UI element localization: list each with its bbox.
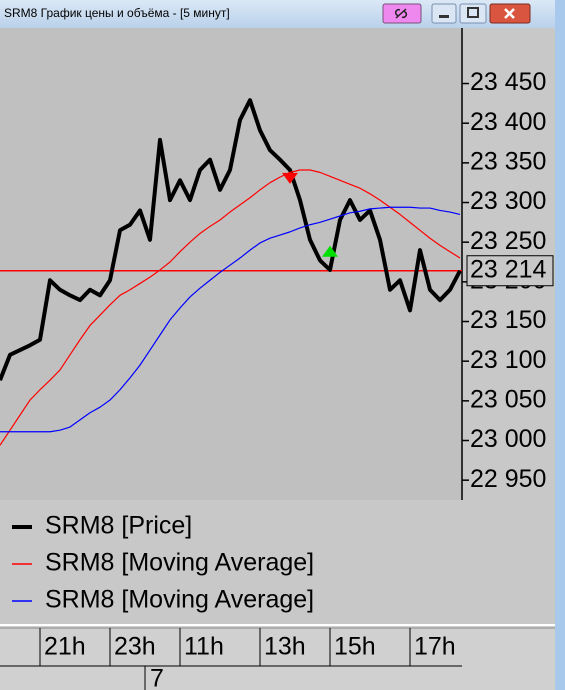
price-line — [0, 98, 462, 381]
minimize-icon — [439, 15, 449, 18]
y-tick-label: 23 400 — [470, 108, 546, 136]
link-icon — [394, 8, 408, 19]
close-icon — [504, 8, 515, 19]
current-value-box — [466, 255, 554, 287]
time-axis-panel — [0, 625, 555, 690]
x-tick-label: 23h — [114, 633, 156, 661]
moving-average-line — [0, 206, 461, 433]
legend-label: SRM8 [Moving Average] — [45, 586, 314, 614]
signal-marker — [282, 172, 298, 184]
maximize-icon — [467, 7, 479, 18]
y-tick-label: 23 000 — [470, 425, 546, 453]
y-tick-label: 23 050 — [470, 385, 546, 413]
date-label: 7 — [150, 665, 164, 690]
y-tick-label: 23 450 — [470, 68, 546, 96]
window-title: SRM8 График цены и объёма - [5 минут] — [4, 6, 230, 20]
minimize-button[interactable] — [431, 3, 457, 24]
x-tick-label: 21h — [44, 633, 86, 661]
signal-marker — [322, 245, 338, 257]
y-tick-label: 23 350 — [470, 147, 546, 175]
current-value-label: 23 214 — [470, 255, 547, 283]
moving-average-line — [0, 169, 461, 446]
x-tick-label: 11h — [184, 633, 224, 661]
legend-label: SRM8 [Price] — [45, 512, 192, 540]
maximize-button[interactable] — [459, 3, 487, 24]
y-tick-label: 23 250 — [470, 227, 546, 255]
x-tick-label: 17h — [414, 633, 456, 661]
y-tick-label: 23 300 — [470, 187, 546, 215]
y-tick-label: 23 100 — [470, 346, 546, 374]
y-tick-label: 22 950 — [470, 465, 546, 493]
window-border — [555, 0, 565, 690]
x-tick-label: 13h — [264, 633, 306, 661]
y-tick-label: 23 150 — [470, 306, 546, 334]
x-tick-label: 15h — [334, 633, 376, 661]
legend-label: SRM8 [Moving Average] — [45, 549, 314, 577]
